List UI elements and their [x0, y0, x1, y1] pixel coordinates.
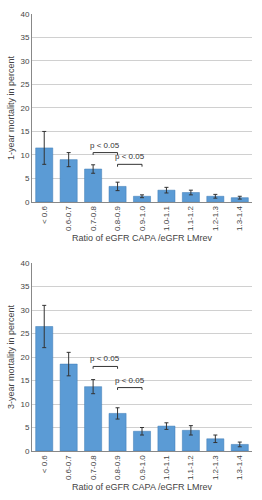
svg-text:p < 0.05: p < 0.05 — [115, 152, 145, 161]
svg-text:10: 10 — [20, 151, 29, 160]
svg-text:< 0.6: < 0.6 — [40, 206, 49, 225]
svg-text:0.7-0.8: 0.7-0.8 — [89, 455, 98, 480]
svg-text:1-year mortality in percent: 1-year mortality in percent — [6, 55, 16, 160]
svg-text:25: 25 — [20, 80, 29, 89]
svg-text:35: 35 — [20, 282, 29, 291]
svg-text:0.9-1.0: 0.9-1.0 — [138, 455, 147, 480]
svg-text:0.7-0.8: 0.7-0.8 — [89, 206, 98, 231]
svg-text:1.1-1.2: 1.1-1.2 — [186, 455, 195, 480]
svg-text:1.2-1.3: 1.2-1.3 — [211, 206, 220, 231]
svg-text:Ratio of eGFR CAPA /eGFR LMrev: Ratio of eGFR CAPA /eGFR LMrev — [72, 482, 212, 492]
svg-text:p < 0.05: p < 0.05 — [115, 376, 145, 385]
svg-text:0: 0 — [25, 198, 30, 207]
svg-text:3-year mortality in percent: 3-year mortality in percent — [6, 305, 16, 410]
svg-text:40: 40 — [20, 259, 29, 268]
svg-text:0.8-0.9: 0.8-0.9 — [113, 206, 122, 231]
svg-text:20: 20 — [20, 353, 29, 362]
svg-text:5: 5 — [25, 174, 30, 183]
svg-text:30: 30 — [20, 306, 29, 315]
svg-text:25: 25 — [20, 329, 29, 338]
svg-text:35: 35 — [20, 33, 29, 42]
svg-text:Ratio of eGFR CAPA /eGFR LMrev: Ratio of eGFR CAPA /eGFR LMrev — [72, 233, 212, 243]
svg-text:5: 5 — [25, 423, 30, 432]
svg-text:0: 0 — [25, 447, 30, 456]
svg-text:0.6-0.7: 0.6-0.7 — [64, 455, 73, 480]
svg-text:1.2-1.3: 1.2-1.3 — [211, 455, 220, 480]
svg-text:1.1-1.2: 1.1-1.2 — [186, 206, 195, 231]
svg-text:20: 20 — [20, 104, 29, 113]
svg-text:40: 40 — [20, 10, 29, 19]
svg-text:0.6-0.7: 0.6-0.7 — [64, 206, 73, 231]
svg-text:1.0-1.1: 1.0-1.1 — [162, 206, 171, 231]
svg-text:< 0.6: < 0.6 — [40, 455, 49, 474]
svg-text:10: 10 — [20, 400, 29, 409]
svg-text:30: 30 — [20, 57, 29, 66]
svg-text:1.3-1.4: 1.3-1.4 — [235, 455, 244, 480]
svg-text:15: 15 — [20, 127, 29, 136]
svg-text:15: 15 — [20, 376, 29, 385]
svg-text:0.8-0.9: 0.8-0.9 — [113, 455, 122, 480]
svg-text:1.3-1.4: 1.3-1.4 — [235, 206, 244, 231]
svg-text:p < 0.05: p < 0.05 — [90, 141, 120, 150]
svg-text:p < 0.05: p < 0.05 — [90, 354, 120, 363]
svg-text:1.0-1.1: 1.0-1.1 — [162, 455, 171, 480]
svg-text:0.9-1.0: 0.9-1.0 — [138, 206, 147, 231]
